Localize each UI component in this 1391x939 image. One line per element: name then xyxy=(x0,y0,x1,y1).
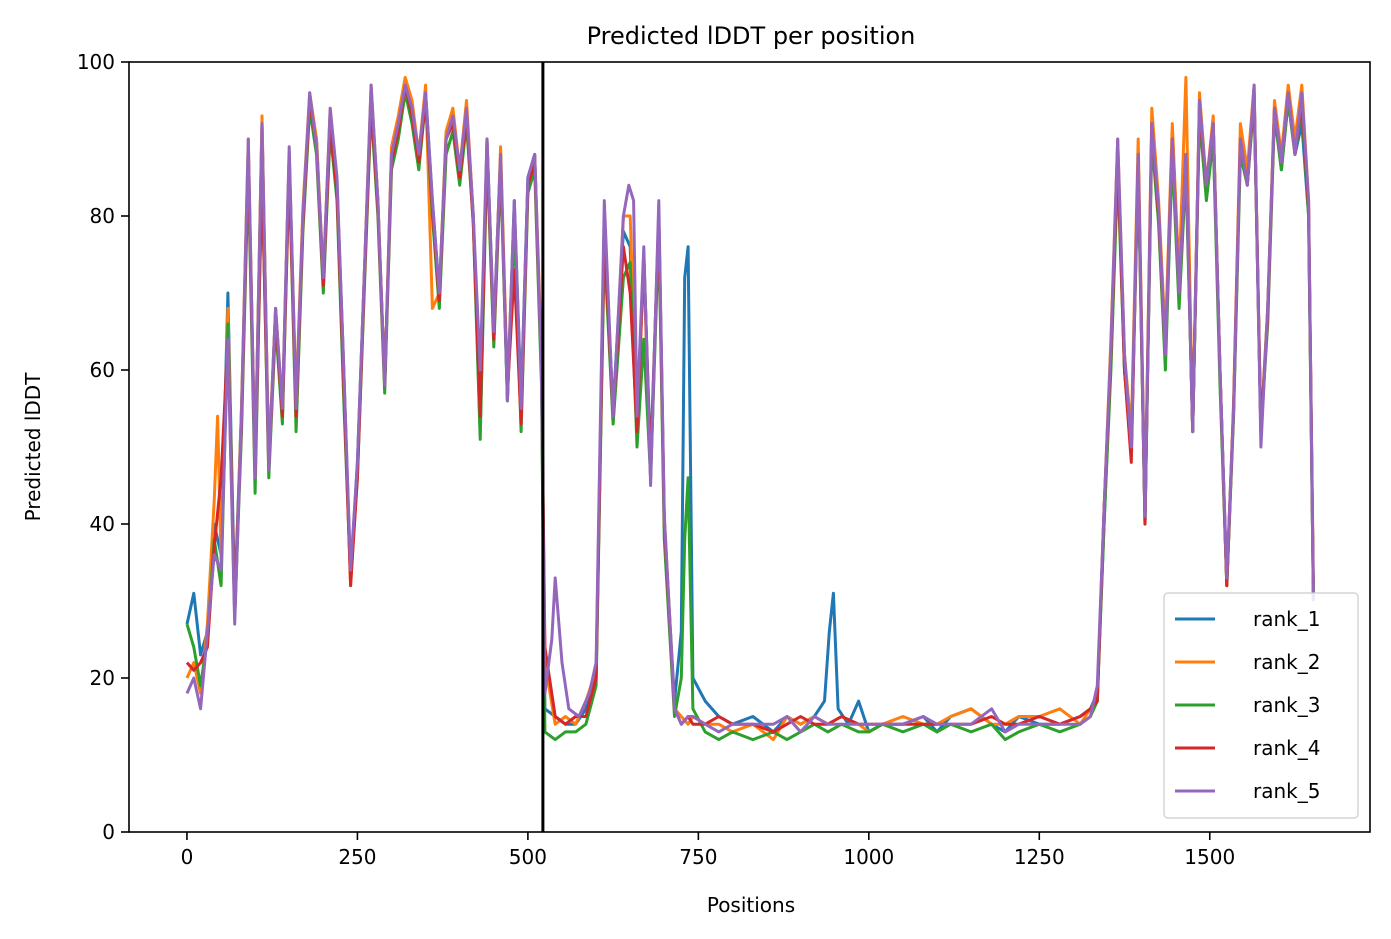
x-tick-label: 750 xyxy=(679,845,717,869)
legend: rank_1 rank_2 rank_3 rank_4 rank_5 xyxy=(1163,592,1359,819)
x-axis-ticks: 0 250 500 750 1000 1250 1500 xyxy=(181,832,1235,869)
y-tick-label: 40 xyxy=(90,512,115,536)
y-tick-label: 0 xyxy=(102,820,115,844)
series-layer xyxy=(185,75,1315,742)
legend-box xyxy=(1163,592,1359,819)
y-tick-label: 20 xyxy=(90,666,115,690)
y-tick-label: 80 xyxy=(90,204,115,228)
legend-label-rank_2: rank_2 xyxy=(1253,650,1320,674)
legend-label-rank_4: rank_4 xyxy=(1253,736,1320,760)
series-line-rank_5 xyxy=(185,83,1315,734)
chart-title: Predicted lDDT per position xyxy=(587,22,916,50)
x-tick-label: 1250 xyxy=(1014,845,1065,869)
x-tick-label: 1500 xyxy=(1184,845,1235,869)
plot-frame xyxy=(128,61,1371,833)
x-tick-label: 0 xyxy=(181,845,194,869)
y-tick-label: 100 xyxy=(77,50,115,74)
legend-label-rank_1: rank_1 xyxy=(1253,607,1320,631)
x-axis-label: Positions xyxy=(707,893,795,917)
legend-label-rank_3: rank_3 xyxy=(1253,693,1320,717)
y-axis-label: Predicted lDDT xyxy=(21,372,45,522)
y-axis-ticks: 0 20 40 60 80 100 xyxy=(77,50,129,844)
x-tick-label: 250 xyxy=(338,845,376,869)
y-tick-label: 60 xyxy=(90,358,115,382)
x-tick-label: 500 xyxy=(509,845,547,869)
legend-label-rank_5: rank_5 xyxy=(1253,779,1320,803)
x-tick-label: 1000 xyxy=(843,845,894,869)
